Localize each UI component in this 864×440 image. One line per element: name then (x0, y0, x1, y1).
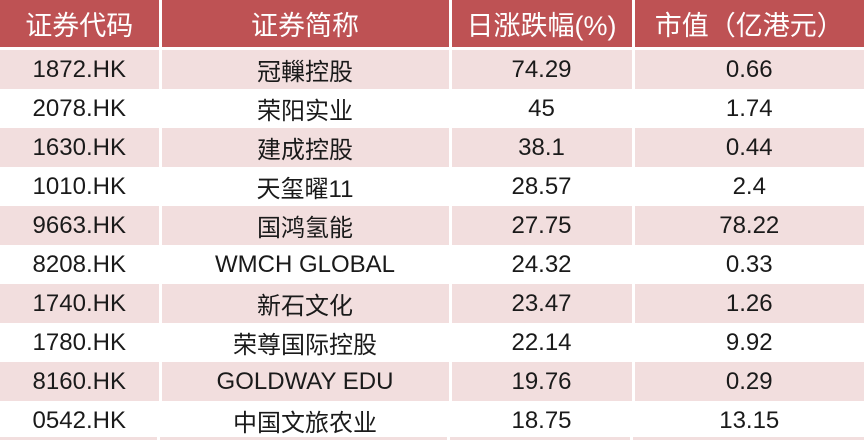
cell-change: 38.1 (450, 128, 635, 167)
cell-code: 2078.HK (0, 89, 162, 128)
cell-code: 1630.HK (0, 128, 162, 167)
cell-code: 1740.HK (0, 284, 162, 323)
cell-change: 23.47 (450, 284, 635, 323)
table-row: 1780.HK 荣尊国际控股 22.14 9.92 (0, 323, 864, 362)
cell-name: 天玺曜11 (160, 167, 452, 206)
cell-name: WMCH GLOBAL (160, 245, 452, 284)
cell-change: 74.29 (450, 48, 635, 89)
table-row: 8160.HK GOLDWAY EDU 19.76 0.29 (0, 362, 864, 401)
cell-market-cap: 13.15 (633, 401, 864, 440)
cell-change: 45 (450, 89, 635, 128)
cell-name: 荣阳实业 (160, 89, 452, 128)
cell-name: 中国文旅农业 (160, 401, 452, 440)
cell-name: 新石文化 (160, 284, 452, 323)
cell-code: 8160.HK (0, 362, 162, 401)
cell-code: 8208.HK (0, 245, 162, 284)
table-row: 0542.HK 中国文旅农业 18.75 13.15 (0, 401, 864, 440)
table-body: 1872.HK 冠轈控股 74.29 0.66 2078.HK 荣阳实业 45 … (0, 48, 864, 440)
cell-change: 22.14 (450, 323, 635, 362)
cell-market-cap: 1.74 (633, 89, 864, 128)
cell-change: 18.75 (450, 401, 635, 440)
cell-code: 9663.HK (0, 206, 162, 245)
table-row: 1740.HK 新石文化 23.47 1.26 (0, 284, 864, 323)
cell-market-cap: 0.33 (633, 245, 864, 284)
table-row: 1010.HK 天玺曜11 28.57 2.4 (0, 167, 864, 206)
cell-market-cap: 0.29 (633, 362, 864, 401)
cell-code: 1780.HK (0, 323, 162, 362)
col-header-daily-change: 日涨跌幅(%) (450, 0, 635, 50)
table-row: 2078.HK 荣阳实业 45 1.74 (0, 89, 864, 128)
cell-code: 1872.HK (0, 48, 162, 89)
cell-market-cap: 0.44 (633, 128, 864, 167)
cell-name: 荣尊国际控股 (160, 323, 452, 362)
cell-name: 冠轈控股 (160, 48, 452, 89)
col-header-market-cap: 市值（亿港元） (633, 0, 864, 50)
table-header: 证券代码 证券简称 日涨跌幅(%) 市值（亿港元） (0, 0, 864, 50)
cell-change: 28.57 (450, 167, 635, 206)
cell-market-cap: 9.92 (633, 323, 864, 362)
cell-market-cap: 78.22 (633, 206, 864, 245)
cell-name: 国鸿氢能 (160, 206, 452, 245)
cell-change: 27.75 (450, 206, 635, 245)
table-row: 1872.HK 冠轈控股 74.29 0.66 (0, 48, 864, 89)
cell-name: 建成控股 (160, 128, 452, 167)
cell-market-cap: 2.4 (633, 167, 864, 206)
cell-name: GOLDWAY EDU (160, 362, 452, 401)
cell-change: 19.76 (450, 362, 635, 401)
table-row: 8208.HK WMCH GLOBAL 24.32 0.33 (0, 245, 864, 284)
cell-code: 1010.HK (0, 167, 162, 206)
cell-market-cap: 0.66 (633, 48, 864, 89)
cell-code: 0542.HK (0, 401, 162, 440)
table-row: 9663.HK 国鸿氢能 27.75 78.22 (0, 206, 864, 245)
cell-change: 24.32 (450, 245, 635, 284)
col-header-security-name: 证券简称 (160, 0, 452, 50)
header-row: 证券代码 证券简称 日涨跌幅(%) 市值（亿港元） (0, 0, 864, 50)
col-header-security-code: 证券代码 (0, 0, 162, 50)
cell-market-cap: 1.26 (633, 284, 864, 323)
table-row: 1630.HK 建成控股 38.1 0.44 (0, 128, 864, 167)
